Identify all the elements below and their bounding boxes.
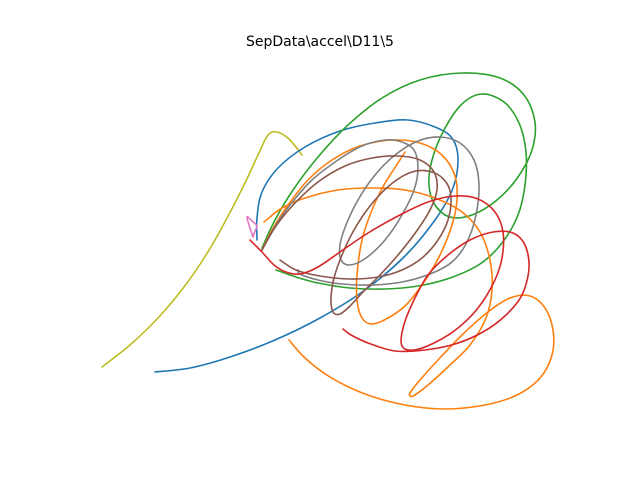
series-line-1 xyxy=(101,130,303,368)
series-line-3 xyxy=(261,72,537,290)
series-line-9 xyxy=(246,215,258,238)
series-line-7 xyxy=(261,155,452,316)
series-line-8 xyxy=(249,195,530,353)
series-line-2 xyxy=(154,119,459,373)
series-line-4 xyxy=(263,187,555,410)
chart-title: SepData\accel\D11\5 xyxy=(246,34,394,50)
series-line-5 xyxy=(261,139,459,325)
